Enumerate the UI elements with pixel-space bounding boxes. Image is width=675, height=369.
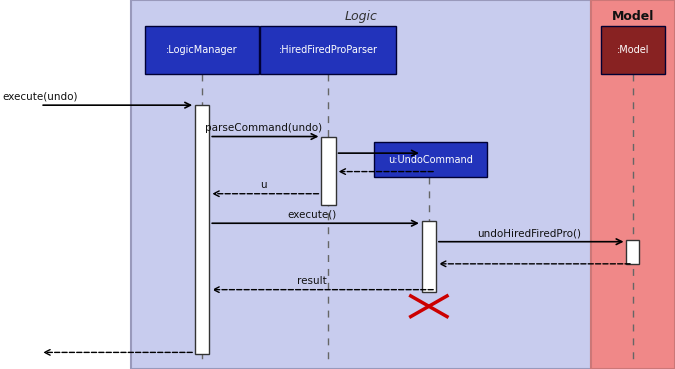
Bar [261,26,396,74]
Text: Model: Model [612,10,654,23]
Text: u: u [261,180,267,190]
Text: :LogicManager: :LogicManager [166,45,238,55]
Bar [146,26,259,74]
Text: parseCommand(undo): parseCommand(undo) [205,123,322,133]
Text: undoHiredFiredPro(): undoHiredFiredPro() [477,228,581,238]
Bar [626,240,639,264]
Text: result: result [298,276,327,286]
Bar [321,137,335,205]
Bar [422,221,436,292]
Bar [591,0,675,369]
Bar [374,142,487,177]
Text: u:UndoCommand: u:UndoCommand [388,155,473,165]
Bar [195,105,209,354]
Bar [131,0,591,369]
Text: :Model: :Model [617,45,649,55]
Bar [601,26,666,74]
Text: execute(undo): execute(undo) [3,92,78,101]
Text: :HiredFiredProParser: :HiredFiredProParser [279,45,378,55]
Bar [422,151,436,168]
Text: execute(): execute() [288,210,337,220]
Text: Logic: Logic [344,10,377,23]
